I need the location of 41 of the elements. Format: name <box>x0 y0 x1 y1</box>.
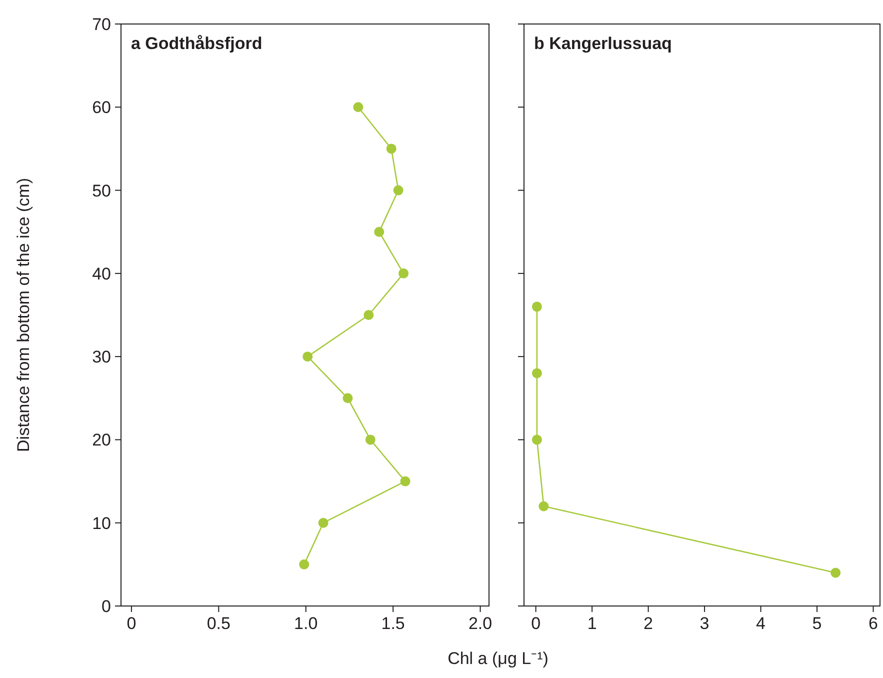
point <box>374 226 384 237</box>
text: b Kangerlussuaq <box>534 34 672 53</box>
point <box>830 568 841 578</box>
point <box>302 352 313 362</box>
point <box>342 393 353 404</box>
x-tick-label: 2 <box>644 614 654 633</box>
point <box>365 434 376 445</box>
point <box>532 434 542 445</box>
y-tick-label: 70 <box>92 15 111 34</box>
x-tick-label: 1.0 <box>294 614 318 633</box>
x-tick-label: 0 <box>126 614 136 633</box>
point <box>398 268 409 278</box>
x-tick-label: 0.5 <box>206 614 230 633</box>
y-tick-label: 60 <box>92 98 111 118</box>
point <box>353 102 364 112</box>
text: a Godthåbsfjord <box>131 34 262 53</box>
x-tick-label: 6 <box>868 614 878 633</box>
x-tick-label: 1.5 <box>381 614 405 633</box>
point <box>364 310 374 320</box>
y-tick-label: 0 <box>102 597 111 616</box>
x-tick-label: 0 <box>531 614 541 633</box>
x-tick-label: 2.0 <box>468 614 492 633</box>
point <box>532 368 542 378</box>
y-tick-label: 20 <box>92 430 111 450</box>
x-tick-label: 1 <box>587 614 597 633</box>
x-axis-title: Chl a (μg L⁻¹) <box>448 649 548 668</box>
point <box>400 476 410 486</box>
point <box>299 559 310 570</box>
point <box>386 144 396 154</box>
x-tick-label: 4 <box>756 614 766 633</box>
point <box>532 302 542 312</box>
x-tick-label: 3 <box>700 614 710 633</box>
point <box>318 518 328 528</box>
y-tick-label: 40 <box>92 264 111 284</box>
point <box>538 501 549 512</box>
y-tick-label: 10 <box>92 514 111 533</box>
y-tick-label: 30 <box>92 348 111 367</box>
x-tick-label: 5 <box>812 614 822 633</box>
y-tick-label: 50 <box>92 181 111 200</box>
point <box>393 185 404 196</box>
y-axis-title: Distance from bottom of the ice (cm) <box>14 178 33 452</box>
